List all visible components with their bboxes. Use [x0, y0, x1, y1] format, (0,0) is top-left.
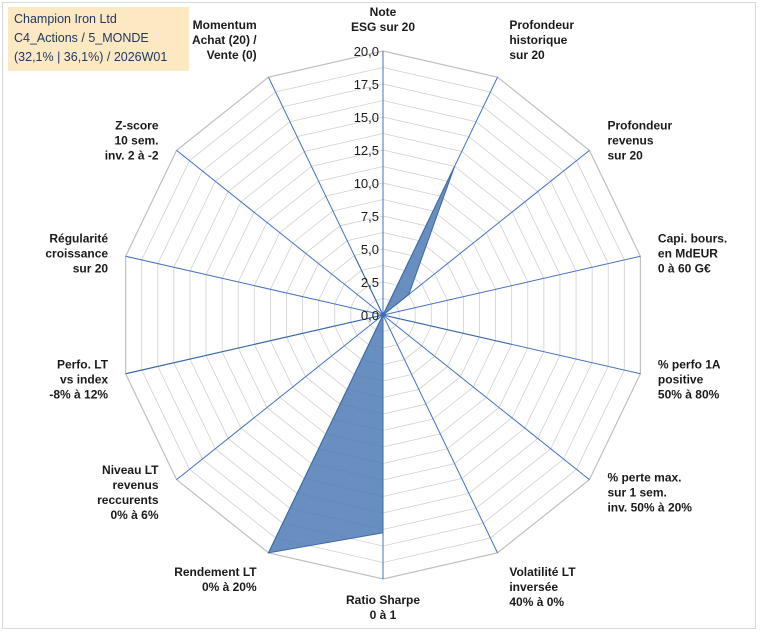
axis-label-line: reccurents [97, 493, 159, 507]
axis-label-line: 40% à 0% [509, 595, 564, 609]
axis-label-line: Profondeur [607, 118, 672, 132]
axis-label: Rendement LT 0% à 20% [174, 565, 257, 594]
axis-label-line: 10 sem. [114, 133, 158, 147]
radar-tick-labels: 0,0 2,5 5,0 7,5 10,0 12,5 15,0 17,5 20,0 [354, 44, 379, 323]
axis-label-line: sur 1 sem. [607, 485, 666, 499]
company-name: Champion Iron Ltd [14, 12, 117, 26]
axis-label: Momentum Achat (20) / Vente (0) [192, 18, 257, 62]
axis-label-line: sur 20 [73, 262, 109, 276]
tick-label: 10,0 [354, 176, 379, 191]
axis-label-line: revenus [112, 478, 158, 492]
radar-axis-labels: Note ESG sur 20 Profondeur historique sur 20… [45, 5, 727, 622]
radar-series [125, 166, 512, 554]
tick-label: 20,0 [354, 44, 379, 59]
axis-label-line: sur 20 [607, 148, 643, 162]
axis-label-line: inv. 50% à 20% [607, 500, 692, 514]
axis-spoke [125, 255, 384, 316]
axis-label-line: 50% à 80% [658, 387, 720, 401]
axis-label-line: sur 20 [509, 48, 545, 62]
axis-label-line: Vente (0) [207, 48, 257, 62]
axis-label: Ratio Sharpe 0 à 1 [346, 593, 420, 622]
tick-label: 2,5 [361, 275, 379, 290]
axis-label: Perfo. LT vs index -8% à 12% [49, 357, 108, 401]
tick-label: 5,0 [361, 242, 379, 257]
axis-label-line: inv. 2 à -2 [105, 148, 159, 162]
axis-label-line: Achat (20) / [192, 33, 257, 47]
axis-label-line: inversée [509, 580, 558, 594]
portfolio-path: C4_Actions / 5_MONDE [14, 31, 149, 45]
axis-label: Niveau LT revenus reccurents 0% à 6% [97, 463, 159, 522]
axis-label-line: vs index [60, 372, 108, 386]
axis-label-line: Capi. bours. [658, 232, 727, 246]
axis-label-line: Perfo. LT [57, 357, 109, 371]
tick-label: 17,5 [354, 77, 379, 92]
axis-label-line: Momentum [193, 18, 257, 32]
axis-label: % perte max. sur 1 sem. inv. 50% à 20% [607, 470, 692, 514]
axis-label-line: Note [370, 5, 397, 19]
axis-label-line: % perfo 1A [658, 357, 721, 371]
axis-label-line: 0% à 20% [202, 580, 257, 594]
axis-spoke [176, 314, 384, 480]
axis-label: Profondeur revenus sur 20 [607, 118, 672, 162]
axis-label-line: 0 à 1 [370, 608, 397, 622]
axis-spoke [382, 314, 590, 480]
score-summary: (32,1% | 36,1%) / 2026W01 [14, 50, 168, 64]
axis-label-line: % perte max. [607, 470, 681, 484]
axis-label: % perfo 1A positive 50% à 80% [658, 357, 721, 401]
chart-title-box: Champion Iron Ltd C4_Actions / 5_MONDE (… [8, 7, 189, 71]
axis-label-line: revenus [607, 133, 653, 147]
axis-label: Régularité croissance sur 20 [45, 232, 108, 276]
axis-label-line: Rendement LT [174, 565, 257, 579]
axis-label: Capi. bours. en MdEUR 0 à 60 G€ [658, 232, 727, 276]
axis-label-line: 0% à 6% [110, 508, 158, 522]
axis-label-line: Volatilité LT [509, 565, 576, 579]
axis-label-line: historique [509, 33, 567, 47]
tick-label: 7,5 [361, 209, 379, 224]
axis-spoke [382, 255, 641, 316]
axis-spoke [176, 150, 384, 316]
axis-label-line: croissance [45, 247, 108, 261]
series-area [125, 166, 512, 554]
axis-label-line: Régularité [49, 232, 108, 246]
axis-label-line: Z-score [115, 118, 159, 132]
axis-label-line: Profondeur [509, 18, 574, 32]
axis-spoke [382, 150, 590, 316]
axis-label: Profondeur historique sur 20 [509, 18, 574, 62]
axis-label: Z-score 10 sem. inv. 2 à -2 [105, 118, 159, 162]
axis-label-line: -8% à 12% [49, 387, 108, 401]
tick-label: 12,5 [354, 143, 379, 158]
tick-label: 0,0 [361, 308, 379, 323]
axis-label-line: positive [658, 372, 704, 386]
axis-label-line: en MdEUR [658, 247, 718, 261]
axis-spoke [382, 314, 498, 554]
axis-label: Volatilité LT inversée 40% à 0% [509, 565, 576, 609]
axis-label-line: Niveau LT [102, 463, 159, 477]
axis-label-line: ESG sur 20 [351, 20, 415, 34]
axis-label: Note ESG sur 20 [351, 5, 415, 34]
axis-label-line: 0 à 60 G€ [658, 262, 711, 276]
axis-label-line: Ratio Sharpe [346, 593, 420, 607]
tick-label: 15,0 [354, 110, 379, 125]
